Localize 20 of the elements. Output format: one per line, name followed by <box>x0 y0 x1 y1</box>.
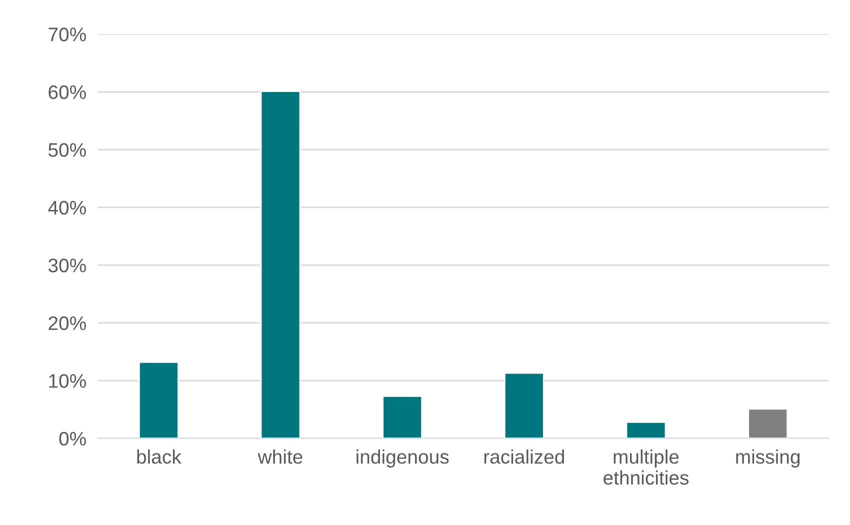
y-tick-label: 60% <box>48 85 86 100</box>
y-tick-label: 50% <box>48 143 86 157</box>
bar <box>382 396 423 438</box>
y-tick-label: 40% <box>48 200 86 215</box>
bar <box>504 372 544 438</box>
bar <box>626 422 666 438</box>
x-tick-label: multiple ethnicities <box>604 449 689 485</box>
y-tick-label: 10% <box>49 374 86 388</box>
bar <box>138 361 179 438</box>
y-tick-label: 20% <box>48 316 86 330</box>
bar <box>260 90 301 438</box>
y-tick-label: 30% <box>48 258 86 272</box>
x-tick-label: indigenous <box>356 449 449 468</box>
y-tick-label: 70% <box>48 28 86 42</box>
x-tick-label: black <box>137 449 182 464</box>
y-tick-label: 0% <box>59 432 86 446</box>
bar <box>748 408 788 438</box>
x-tick-label: missing <box>736 449 800 468</box>
x-tick-label: racialized <box>484 449 564 464</box>
x-tick-label: white <box>258 449 302 464</box>
